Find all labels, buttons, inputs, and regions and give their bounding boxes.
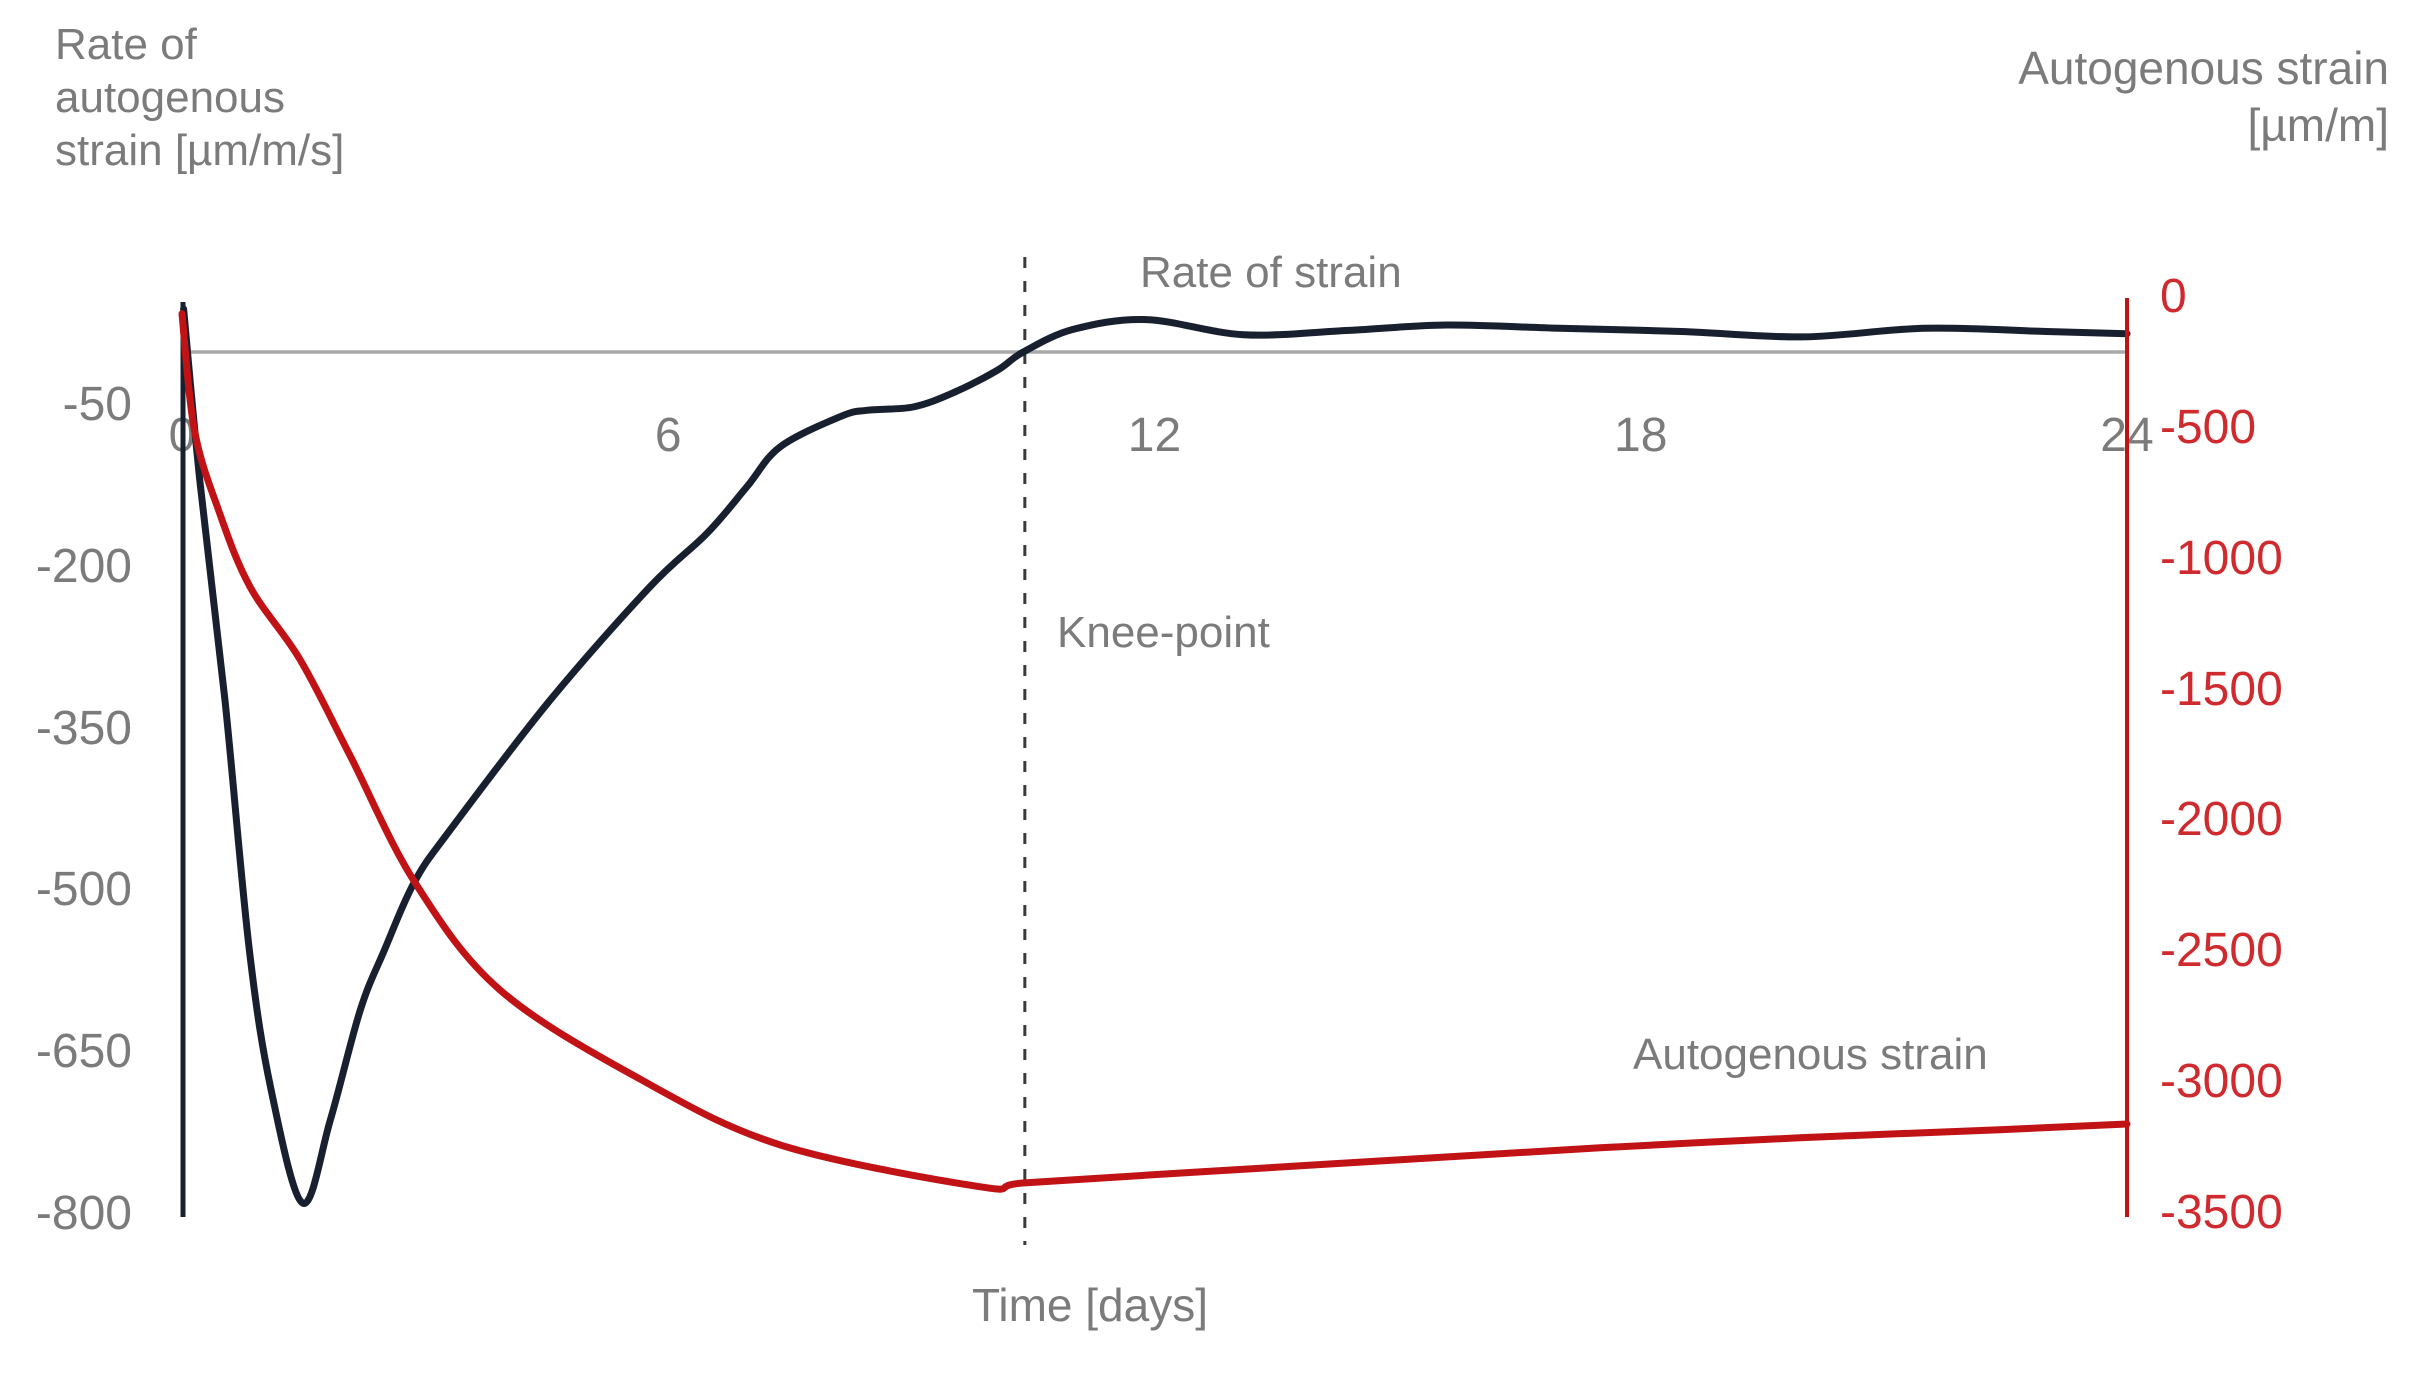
right-axis-tick-label: -2500	[2160, 924, 2283, 978]
x-axis-title: Time [days]	[971, 1279, 1209, 1331]
x-axis-tick-label: 6	[654, 409, 682, 462]
right-axis-tick-label: -500	[2160, 400, 2257, 454]
autogenous-strain-curve	[178, 310, 2131, 1193]
left-axis-tick-label: -650	[35, 1025, 132, 1079]
right-axis-title-line1: Autogenous strain	[2018, 42, 2389, 94]
knee-point-label: Knee-point	[1057, 608, 1270, 657]
autogenous-strain-series-label: Autogenous strain	[1633, 1030, 1988, 1079]
left-axis-tick-label: -800	[35, 1187, 132, 1240]
left-axis-title-line2: autogenous	[55, 73, 285, 122]
left-axis-tick-label: -200	[35, 539, 132, 593]
right-axis-tick-label: -3500	[2160, 1186, 2283, 1239]
x-axis-tick-label: 18	[1614, 409, 1668, 462]
right-axis-tick-label: -1500	[2160, 662, 2283, 716]
left-axis-tick-label: -350	[35, 701, 132, 755]
right-axis-tick-label: 0	[2160, 270, 2187, 323]
left-axis-title: Rate of autogenous strain [µm/m/s]	[55, 18, 344, 177]
left-axis-title-line1: Rate of	[55, 20, 197, 69]
x-axis-tick-label: 12	[1127, 409, 1182, 462]
rate-of-strain-series-label: Rate of strain	[1140, 248, 1402, 297]
left-axis-title-line3: strain [µm/m/s]	[55, 126, 345, 175]
left-axis-tick-label: -50	[62, 377, 132, 431]
right-axis-tick-label: -3000	[2160, 1055, 2283, 1109]
right-axis-title: Autogenous strain [µm/m]	[2018, 40, 2389, 154]
right-axis-title-line2: [µm/m]	[2247, 99, 2389, 151]
left-axis-tick-label: -500	[35, 863, 132, 917]
right-axis-tick-label: -1000	[2160, 531, 2283, 585]
rate-of-strain-curve	[180, 305, 2131, 1207]
right-axis-tick-label: -2000	[2160, 793, 2283, 847]
